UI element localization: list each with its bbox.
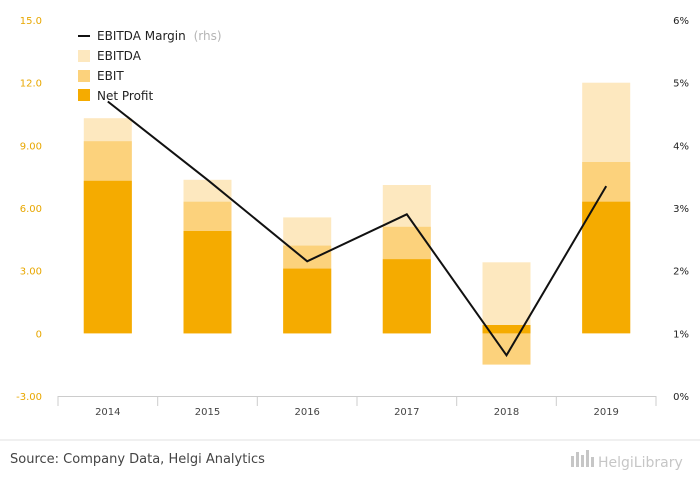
x-tick-label: 2016: [294, 407, 319, 418]
x-tick-label: 2015: [195, 407, 220, 418]
bar-net-profit-2016: [283, 268, 332, 334]
axes-group: 2014 2015 2016 2017 2018 2019 -3.00 0 3.00 6.00 9.…: [16, 16, 689, 418]
bar-net-profit-2015: [183, 231, 232, 334]
bar-net-profit-2014: [83, 180, 132, 334]
library-icon: [571, 450, 594, 467]
source-note: Source: Company Data, Helgi Analytics: [10, 452, 265, 467]
x-tick-label: 2017: [394, 407, 419, 418]
bar-net-profit-2019: [582, 201, 631, 334]
y2-tick-label: 1%: [673, 329, 689, 340]
y2-tick-label: 0%: [673, 392, 689, 403]
y-tick-label: 6.00: [20, 204, 42, 215]
legend-swatch-net-profit: [78, 89, 90, 101]
x-tick-label: 2014: [95, 407, 120, 418]
y2-tick-label: 6%: [673, 16, 689, 27]
x-tick-label: 2019: [593, 407, 618, 418]
svg-text:EBITDA Margin (rhs): EBITDA Margin (rhs): [97, 29, 222, 43]
brand-logo: HelgiLibrary: [571, 450, 683, 471]
y-tick-label: 12.0: [20, 79, 42, 90]
y-tick-label: 9.00: [20, 141, 42, 152]
brand-name: HelgiLibrary: [598, 455, 683, 471]
bar-net-profit-2017: [382, 259, 431, 334]
margin-line-group: [107, 100, 608, 358]
legend-label-ebitda: EBITDA: [97, 49, 142, 63]
legend-label-ebitda-margin: EBITDA Margin: [97, 29, 186, 43]
y-tick-label: 15.0: [20, 16, 42, 27]
legend-label-rhs: (rhs): [194, 29, 222, 43]
y-tick-label: 3.00: [20, 267, 42, 278]
line-ebitda-margin: [107, 100, 608, 358]
x-tick-label: 2018: [494, 407, 519, 418]
y2-tick-label: 2%: [673, 267, 689, 278]
y-tick-label: -3.00: [16, 392, 42, 403]
y2-tick-label: 5%: [673, 79, 689, 90]
bars-group: [83, 82, 631, 365]
y2-tick-label: 3%: [673, 204, 689, 215]
legend-label-ebit: EBIT: [97, 69, 124, 83]
legend: EBITDA Margin (rhs) EBITDA EBIT Net Prof…: [78, 29, 222, 103]
legend-swatch-ebitda: [78, 50, 90, 62]
bar-ebit-2018: [482, 333, 531, 365]
bar-net-profit-2018: [482, 325, 531, 334]
legend-swatch-ebit: [78, 70, 90, 82]
y2-tick-label: 4%: [673, 141, 689, 152]
legend-label-net-profit: Net Profit: [97, 89, 153, 103]
bar-ebitda-2018: [482, 262, 531, 334]
y-tick-label: 0: [36, 329, 42, 340]
